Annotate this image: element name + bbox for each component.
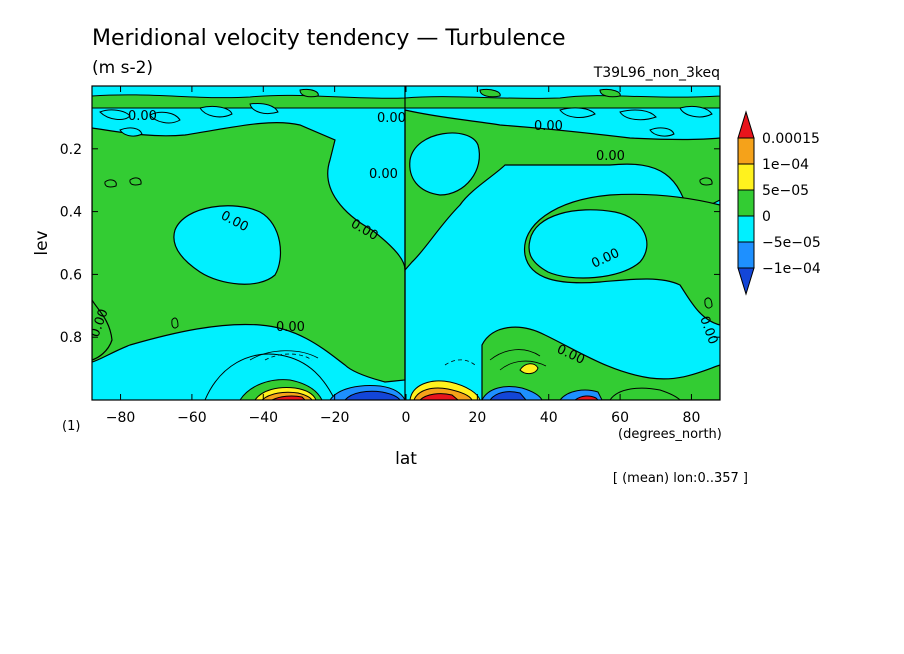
- y-tick-label: 0.8: [60, 330, 82, 346]
- colorbar-segment: [737, 163, 755, 191]
- surface-forcing-north: [409, 363, 681, 400]
- x-axis-units: (degrees_north): [618, 427, 722, 442]
- x-tick-label: −60: [177, 410, 207, 426]
- chart-title: Meridional velocity tendency — Turbulenc…: [92, 26, 566, 51]
- x-tick-label: −20: [320, 410, 350, 426]
- colorbar-label: 5e−05: [762, 183, 809, 199]
- mean-note: [ (mean) lon:0..357 ]: [613, 471, 748, 486]
- colorbar: 0.00015 1e−04 5e−05 0 −5e−05 −1e−04: [737, 110, 821, 296]
- colorbar-segment: [737, 241, 755, 269]
- run-label: T39L96_non_3keq: [593, 65, 720, 81]
- surface-forcing-south: [204, 353, 406, 400]
- colorbar-label: −5e−05: [762, 235, 821, 251]
- colorbar-label: −1e−04: [762, 261, 821, 277]
- scattered-flecks: [104, 177, 713, 329]
- x-axis-label: lat: [395, 449, 417, 469]
- units-label: (m s-2): [92, 58, 153, 78]
- contour-label: 0.00: [596, 149, 625, 164]
- field-positive-region-south-edge: [92, 298, 113, 361]
- x-tick-label: 60: [611, 410, 629, 426]
- contour-label: 0.00: [276, 320, 305, 335]
- y-tick-label: 0.4: [60, 205, 82, 221]
- contour-label: 0.00: [128, 109, 157, 124]
- x-tick-label: 40: [540, 410, 558, 426]
- y-axis: 0.2 0.4 0.6 0.8: [60, 142, 720, 346]
- field-negative-region-north-right: [528, 209, 648, 279]
- x-tick-label: 0: [402, 410, 411, 426]
- colorbar-label: 1e−04: [762, 157, 809, 173]
- colorbar-lower-arrow: [737, 267, 755, 296]
- colorbar-segment: [737, 215, 755, 243]
- colorbar-label: 0: [762, 209, 771, 225]
- field-negative-region-north-upper: [409, 132, 480, 196]
- contour-lines: [249, 349, 547, 371]
- colorbar-segment: [737, 189, 755, 217]
- plot-area: 0.00 0.00 0.00 0.00 0.00 0.00 0.00 0.00 …: [91, 85, 721, 401]
- colorbar-label: 0.00015: [762, 131, 820, 147]
- y-tick-label: 0.6: [60, 267, 82, 283]
- colorbar-segment: [737, 137, 755, 165]
- upper-atmosphere-noise: [92, 86, 720, 137]
- x-tick-label: 20: [468, 410, 486, 426]
- y-axis-label: lev: [32, 230, 52, 255]
- x-axis: −80 −60 −40 −20 0 20 40 60 80: [106, 86, 701, 426]
- x-tick-label: −40: [248, 410, 278, 426]
- x-tick-label: 80: [683, 410, 701, 426]
- contour-label: 0.00: [377, 111, 406, 126]
- x-tick-label: −80: [106, 410, 136, 426]
- panel-label: (1): [62, 419, 80, 434]
- y-tick-label: 0.2: [60, 142, 82, 158]
- colorbar-upper-arrow: [737, 110, 755, 139]
- contour-label: 0.00: [369, 167, 398, 182]
- contour-label: 0.00: [534, 119, 563, 134]
- field-negative-region-south: [173, 205, 282, 285]
- field-positive-region-north-lower: [481, 326, 720, 400]
